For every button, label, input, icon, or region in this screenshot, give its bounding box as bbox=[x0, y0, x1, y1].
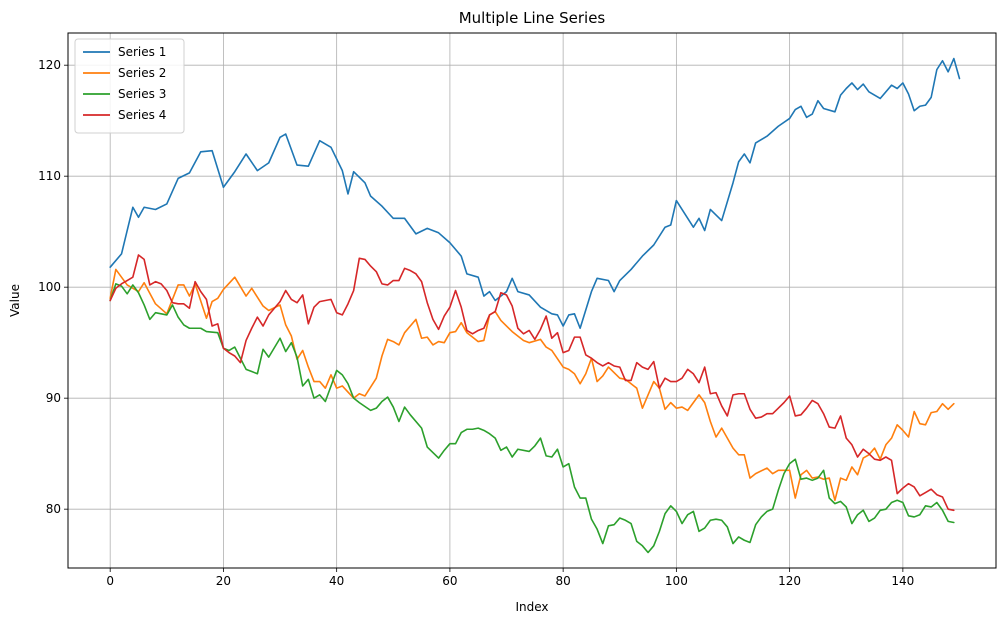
x-tick-label: 0 bbox=[106, 574, 114, 588]
x-tick-label: 140 bbox=[891, 574, 914, 588]
x-tick-label: 40 bbox=[329, 574, 344, 588]
chart-title: Multiple Line Series bbox=[459, 9, 606, 27]
series-1-line bbox=[109, 57, 961, 330]
y-axis-label: Value bbox=[8, 284, 22, 317]
grid bbox=[68, 33, 996, 568]
y-tick-label: 80 bbox=[46, 502, 61, 516]
ticks: 0 20 40 60 80 100 120 140 80 90 100 110 120 bbox=[38, 58, 914, 588]
x-tick-label: 100 bbox=[665, 574, 688, 588]
legend-box bbox=[74, 38, 185, 134]
y-tick-label: 110 bbox=[38, 169, 61, 183]
y-tick-label: 100 bbox=[38, 280, 61, 294]
y-tick-label: 120 bbox=[38, 58, 61, 72]
x-axis-label: Index bbox=[515, 600, 548, 614]
series-3-line bbox=[109, 283, 955, 554]
series-4-line bbox=[109, 254, 955, 512]
x-tick-label: 120 bbox=[778, 574, 801, 588]
legend-label: Series 3 bbox=[118, 87, 166, 101]
legend-label: Series 1 bbox=[118, 45, 166, 59]
series-layer bbox=[109, 57, 961, 554]
x-tick-label: 20 bbox=[216, 574, 231, 588]
legend: Series 1 Series 2 Series 3 Series 4 bbox=[74, 38, 185, 134]
x-tick-label: 60 bbox=[442, 574, 457, 588]
series-2-line bbox=[109, 268, 955, 502]
plot-frame bbox=[67, 32, 997, 569]
y-tick-label: 90 bbox=[46, 391, 61, 405]
legend-label: Series 2 bbox=[118, 66, 166, 80]
x-tick-label: 80 bbox=[556, 574, 571, 588]
legend-label: Series 4 bbox=[118, 108, 166, 122]
